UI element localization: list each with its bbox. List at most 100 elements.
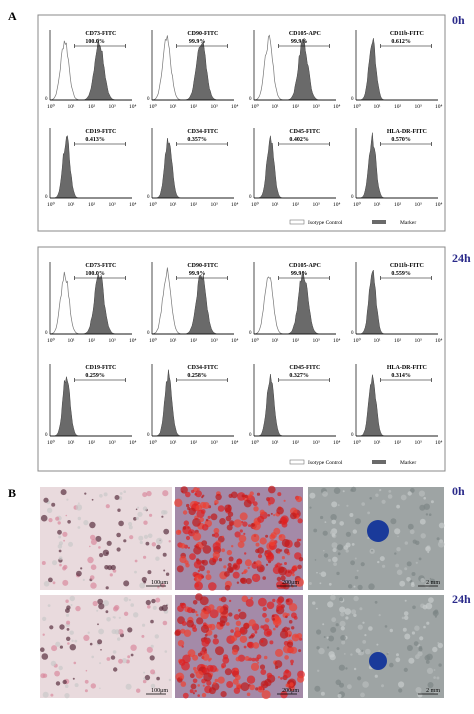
texture [175, 529, 182, 535]
texture [189, 553, 196, 560]
marker-percent: 0.258% [187, 373, 207, 379]
texture [312, 601, 316, 605]
texture [333, 562, 337, 566]
x-tick-label: 10⁰ [251, 337, 260, 344]
texture [231, 649, 238, 655]
texture [258, 686, 263, 691]
texture [360, 562, 365, 567]
texture [324, 521, 327, 523]
texture [156, 676, 160, 681]
texture [288, 634, 291, 637]
texture [77, 526, 81, 529]
x-tick-label: 10² [394, 104, 402, 110]
texture [346, 504, 349, 507]
texture [90, 582, 97, 589]
texture [345, 616, 349, 620]
texture [412, 605, 416, 610]
texture [41, 561, 46, 565]
texture [197, 694, 200, 697]
x-tick-label: 10⁴ [231, 202, 239, 208]
scale-label: 100μm [151, 580, 168, 586]
texture [196, 558, 200, 562]
texture [407, 491, 412, 496]
texture [116, 532, 121, 538]
texture [90, 534, 96, 541]
texture [201, 692, 207, 698]
texture [137, 506, 140, 509]
texture [265, 553, 268, 557]
texture [253, 506, 259, 512]
texture [64, 684, 69, 688]
texture [105, 610, 109, 614]
texture [197, 502, 200, 505]
texture [415, 654, 420, 660]
texture [353, 613, 357, 617]
texture [150, 619, 154, 624]
texture [239, 628, 246, 634]
x-tick-label: 10⁴ [435, 202, 443, 208]
micrograph [40, 487, 172, 590]
legend-label: Marker [400, 460, 416, 466]
marker-histogram [356, 269, 438, 335]
texture [332, 547, 337, 553]
texture [84, 679, 89, 684]
texture [295, 577, 304, 587]
scale-label: 2 mm [426, 580, 440, 586]
texture [76, 570, 82, 577]
texture [345, 531, 351, 537]
texture [374, 600, 378, 604]
legend-swatch [372, 220, 386, 224]
marker-histogram [356, 38, 438, 101]
texture [244, 494, 248, 498]
y-zero: 0 [45, 331, 48, 336]
texture [279, 549, 283, 552]
marker-name: CD19-FITC [85, 365, 116, 371]
texture [143, 671, 146, 674]
texture [121, 658, 127, 664]
texture [123, 490, 126, 494]
y-zero: 0 [351, 331, 354, 336]
texture [186, 503, 190, 508]
marker-percent: 0.612% [391, 39, 411, 45]
texture [204, 633, 208, 637]
texture [195, 490, 202, 498]
marker-percent: 0.570% [391, 137, 411, 143]
texture [253, 575, 257, 579]
texture [201, 524, 209, 531]
texture [285, 683, 290, 688]
texture [238, 534, 247, 543]
texture [292, 573, 295, 577]
texture [235, 656, 241, 662]
texture [141, 576, 147, 583]
texture [192, 600, 198, 605]
texture [90, 683, 97, 689]
texture [340, 612, 345, 617]
texture [58, 556, 63, 561]
gate-bracket [278, 142, 330, 146]
texture [212, 681, 216, 685]
texture [273, 616, 282, 625]
texture [297, 675, 305, 683]
texture [162, 552, 167, 557]
texture [105, 504, 110, 509]
texture [339, 620, 346, 627]
marker-percent: 99.9% [291, 39, 308, 45]
texture [182, 526, 187, 530]
texture [425, 660, 430, 664]
texture [287, 627, 290, 630]
texture [274, 660, 283, 668]
texture [75, 504, 83, 511]
texture [328, 582, 332, 586]
texture [378, 489, 381, 492]
texture [117, 508, 121, 512]
texture [200, 624, 210, 634]
texture [298, 557, 304, 562]
texture [149, 513, 153, 517]
texture [396, 504, 400, 509]
texture [231, 635, 238, 642]
texture [273, 514, 276, 517]
texture [264, 678, 272, 687]
texture [350, 560, 355, 566]
texture [280, 563, 283, 566]
x-tick-label: 10³ [313, 440, 321, 446]
